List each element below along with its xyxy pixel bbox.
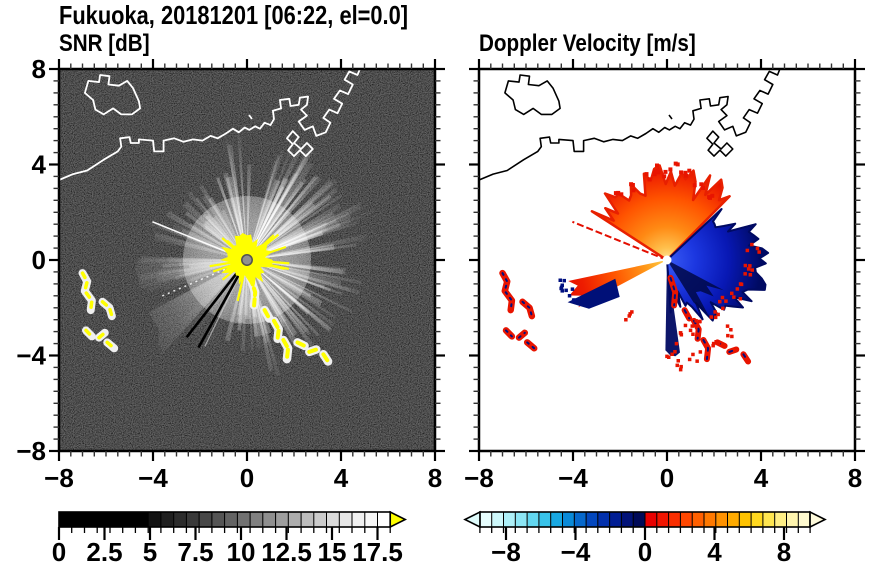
west-echo-doppler-1 — [499, 269, 516, 314]
doppler-colorbar: −8 −4 0 4 8 — [463, 510, 827, 567]
x-tick-label: 0 — [240, 463, 254, 493]
colorbar-tick-label: 4 — [707, 537, 722, 567]
west-echo-4 — [95, 328, 109, 342]
x-tick-label: 8 — [848, 463, 862, 493]
west-echo-doppler-4 — [515, 329, 529, 341]
coastal-clutter-trail-e — [293, 338, 309, 351]
thin-outbound-ray — [572, 220, 668, 261]
snr-image — [59, 69, 435, 451]
coastal-clutter-trail-g — [319, 350, 333, 366]
x-tick-label: 0 — [660, 463, 674, 493]
aliased-fringe-trail-f — [726, 346, 740, 355]
y-tick-label: 0 — [32, 245, 46, 275]
axis-ticks — [49, 59, 445, 461]
radar-site-dome — [241, 254, 253, 266]
west-echo-1 — [78, 269, 96, 315]
west-echo-doppler-3 — [502, 327, 516, 340]
colorbar-tick-label: 0 — [52, 537, 66, 567]
west-echo-2 — [98, 297, 116, 321]
aliased-fringe-trail-c — [691, 317, 702, 342]
west-echo-3 — [82, 326, 96, 341]
aliased-fringe-trail-g — [740, 351, 752, 365]
doppler-plot: −8 −4 0 4 8 — [464, 59, 865, 493]
x-tick-label: 4 — [334, 463, 349, 493]
doppler-panel-title: Doppler Velocity [m/s] — [479, 30, 696, 57]
colorbar-tick-label: 10 — [227, 537, 256, 567]
west-echo-doppler-2 — [519, 298, 536, 320]
figure-title: Fukuoka, 20181201 [06:22, el=0.0] — [59, 0, 409, 30]
axis-tick-labels: −8 −4 0 4 8 8 4 0 −4 −8 — [16, 54, 442, 493]
y-tick-label: 8 — [32, 54, 46, 84]
y-tick-label: −4 — [16, 341, 46, 371]
snr-colorbar: 0 2.5 5 7.5 10 12.5 15 17.5 — [52, 510, 408, 567]
aliased-fringe-trail-b — [681, 307, 693, 322]
y-tick-label: −8 — [16, 436, 46, 466]
colorbar-tick-label: 7.5 — [177, 537, 213, 567]
colorbar-tick-label: 5 — [143, 537, 157, 567]
snr-plot: −8 −4 0 4 8 8 4 0 −4 −8 — [16, 54, 445, 493]
west-aliased-navy-wing — [567, 278, 620, 309]
colorbar-tick-label: 12.5 — [261, 537, 312, 567]
coastal-clutter-trail-d — [279, 335, 293, 364]
west-echo-doppler-5 — [523, 339, 538, 352]
w-sidelobe-wedge — [135, 260, 247, 289]
coastal-clutter-trail-c — [269, 316, 283, 344]
doppler-image — [479, 69, 855, 451]
axis-tick-labels: −8 −4 0 4 8 — [464, 463, 862, 493]
inbound-streak-south — [665, 260, 680, 357]
west-echo-5 — [103, 338, 119, 353]
colorbar-tick-label: 2.5 — [86, 537, 122, 567]
colorbar-tick-label: 8 — [777, 537, 791, 567]
radar-site — [662, 255, 672, 265]
colorbar-tick-label: −8 — [491, 537, 521, 567]
underflow-arrow — [463, 510, 481, 529]
snr-panel-title: SNR [dB] — [59, 30, 150, 57]
overflow-arrow — [809, 510, 827, 529]
inbound-dark-patch — [667, 260, 724, 314]
x-tick-label: 8 — [428, 463, 442, 493]
overflow-arrow — [389, 510, 408, 529]
sw-sidelobe-wedge — [148, 260, 247, 356]
x-tick-label: −8 — [44, 463, 74, 493]
axis-ticks — [469, 59, 865, 461]
x-tick-label: −4 — [138, 463, 168, 493]
y-tick-label: 4 — [32, 150, 47, 180]
x-tick-label: 4 — [754, 463, 769, 493]
x-tick-label: −8 — [464, 463, 494, 493]
coastal-clutter-trail-f — [305, 345, 321, 357]
aliased-fringe-trail-a — [667, 274, 679, 309]
fan-rim-speckles — [613, 161, 715, 200]
colorbar-tick-label: −4 — [561, 537, 591, 567]
aliased-fringe-trail-d — [700, 337, 712, 363]
colorbar-tick-label: 15 — [318, 537, 347, 567]
wedge-tip-navy-speckles — [558, 278, 577, 303]
aliasing-speckles — [624, 242, 761, 372]
colorbar-tick-label: 0 — [638, 537, 652, 567]
colorbar-tick-label: 17.5 — [352, 537, 403, 567]
x-tick-label: −4 — [558, 463, 588, 493]
coastal-clutter-trail-b — [260, 305, 274, 323]
